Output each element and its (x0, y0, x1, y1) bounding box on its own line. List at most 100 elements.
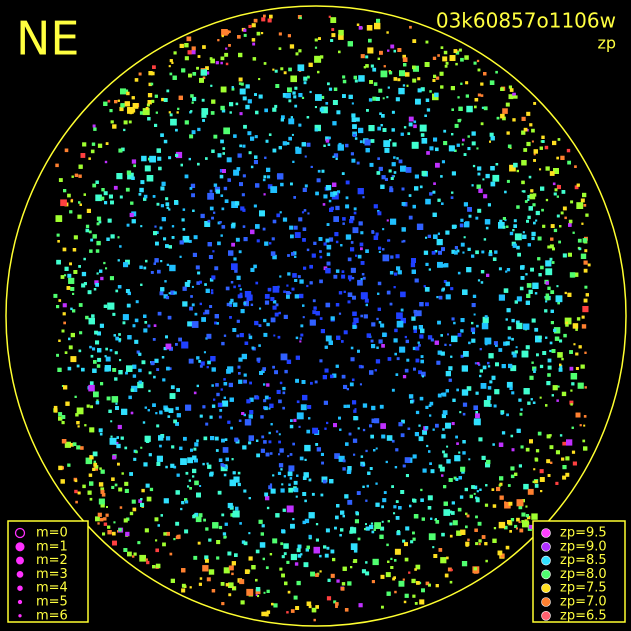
star (154, 358, 159, 363)
star (113, 334, 116, 337)
star (227, 551, 232, 556)
star (516, 499, 524, 507)
star (145, 558, 148, 561)
star (444, 573, 449, 578)
star (400, 291, 406, 298)
star (131, 219, 136, 224)
star (113, 185, 118, 190)
star (133, 164, 136, 168)
star (449, 580, 453, 584)
star (201, 108, 209, 115)
star (85, 224, 90, 228)
star (167, 315, 172, 320)
star (419, 302, 424, 307)
star (103, 304, 108, 308)
star (170, 463, 175, 468)
star (221, 34, 224, 38)
star (292, 489, 295, 492)
star (68, 345, 73, 350)
star (221, 438, 225, 443)
star (397, 270, 402, 275)
star (146, 103, 150, 107)
star (525, 514, 529, 518)
star (348, 469, 352, 473)
star (211, 404, 216, 408)
star (351, 102, 354, 105)
star (457, 96, 460, 99)
star (89, 381, 94, 385)
star (243, 33, 247, 37)
star (239, 288, 242, 291)
star (200, 69, 207, 76)
star (566, 439, 573, 446)
star (245, 104, 250, 110)
star (370, 522, 373, 525)
star (498, 484, 502, 487)
star (290, 553, 297, 561)
star (451, 191, 454, 194)
star (499, 219, 503, 223)
star (286, 142, 290, 145)
star (72, 309, 76, 313)
star (132, 555, 135, 558)
star (235, 201, 240, 206)
star (431, 251, 436, 255)
star (342, 459, 346, 463)
star (373, 528, 376, 531)
star (386, 219, 389, 222)
star (287, 34, 291, 38)
star (537, 431, 542, 436)
star (572, 461, 577, 466)
star (425, 581, 430, 586)
star (369, 162, 374, 167)
star (111, 485, 115, 489)
star (345, 204, 350, 209)
star (223, 382, 228, 386)
star (527, 215, 531, 220)
star (160, 204, 164, 208)
star (173, 419, 177, 424)
star (424, 114, 427, 117)
star (290, 419, 293, 422)
star (248, 335, 253, 340)
star (438, 295, 443, 300)
star (477, 68, 481, 72)
star (155, 231, 159, 234)
star (554, 336, 560, 341)
star (334, 526, 337, 530)
star (305, 548, 309, 552)
star (460, 318, 465, 323)
star (204, 283, 207, 286)
star (417, 88, 422, 93)
star (204, 555, 209, 560)
star (171, 236, 175, 239)
star (236, 334, 240, 338)
star (342, 79, 347, 84)
star (240, 206, 245, 211)
star (169, 113, 173, 117)
star (184, 174, 189, 179)
star (333, 216, 339, 222)
star (492, 504, 497, 508)
star (417, 341, 420, 344)
star (205, 422, 209, 426)
star (478, 539, 482, 543)
star (460, 82, 463, 85)
star (415, 98, 421, 105)
star (402, 57, 408, 62)
star (314, 106, 317, 109)
star (164, 407, 169, 412)
star (139, 187, 144, 193)
star (420, 328, 425, 334)
star (427, 335, 433, 340)
star (234, 437, 239, 442)
star (335, 515, 339, 520)
star (529, 375, 534, 380)
star (76, 445, 81, 450)
star (296, 474, 299, 477)
star (515, 527, 518, 530)
star (399, 70, 405, 77)
star (495, 163, 499, 166)
star (358, 75, 365, 82)
star (239, 333, 244, 338)
